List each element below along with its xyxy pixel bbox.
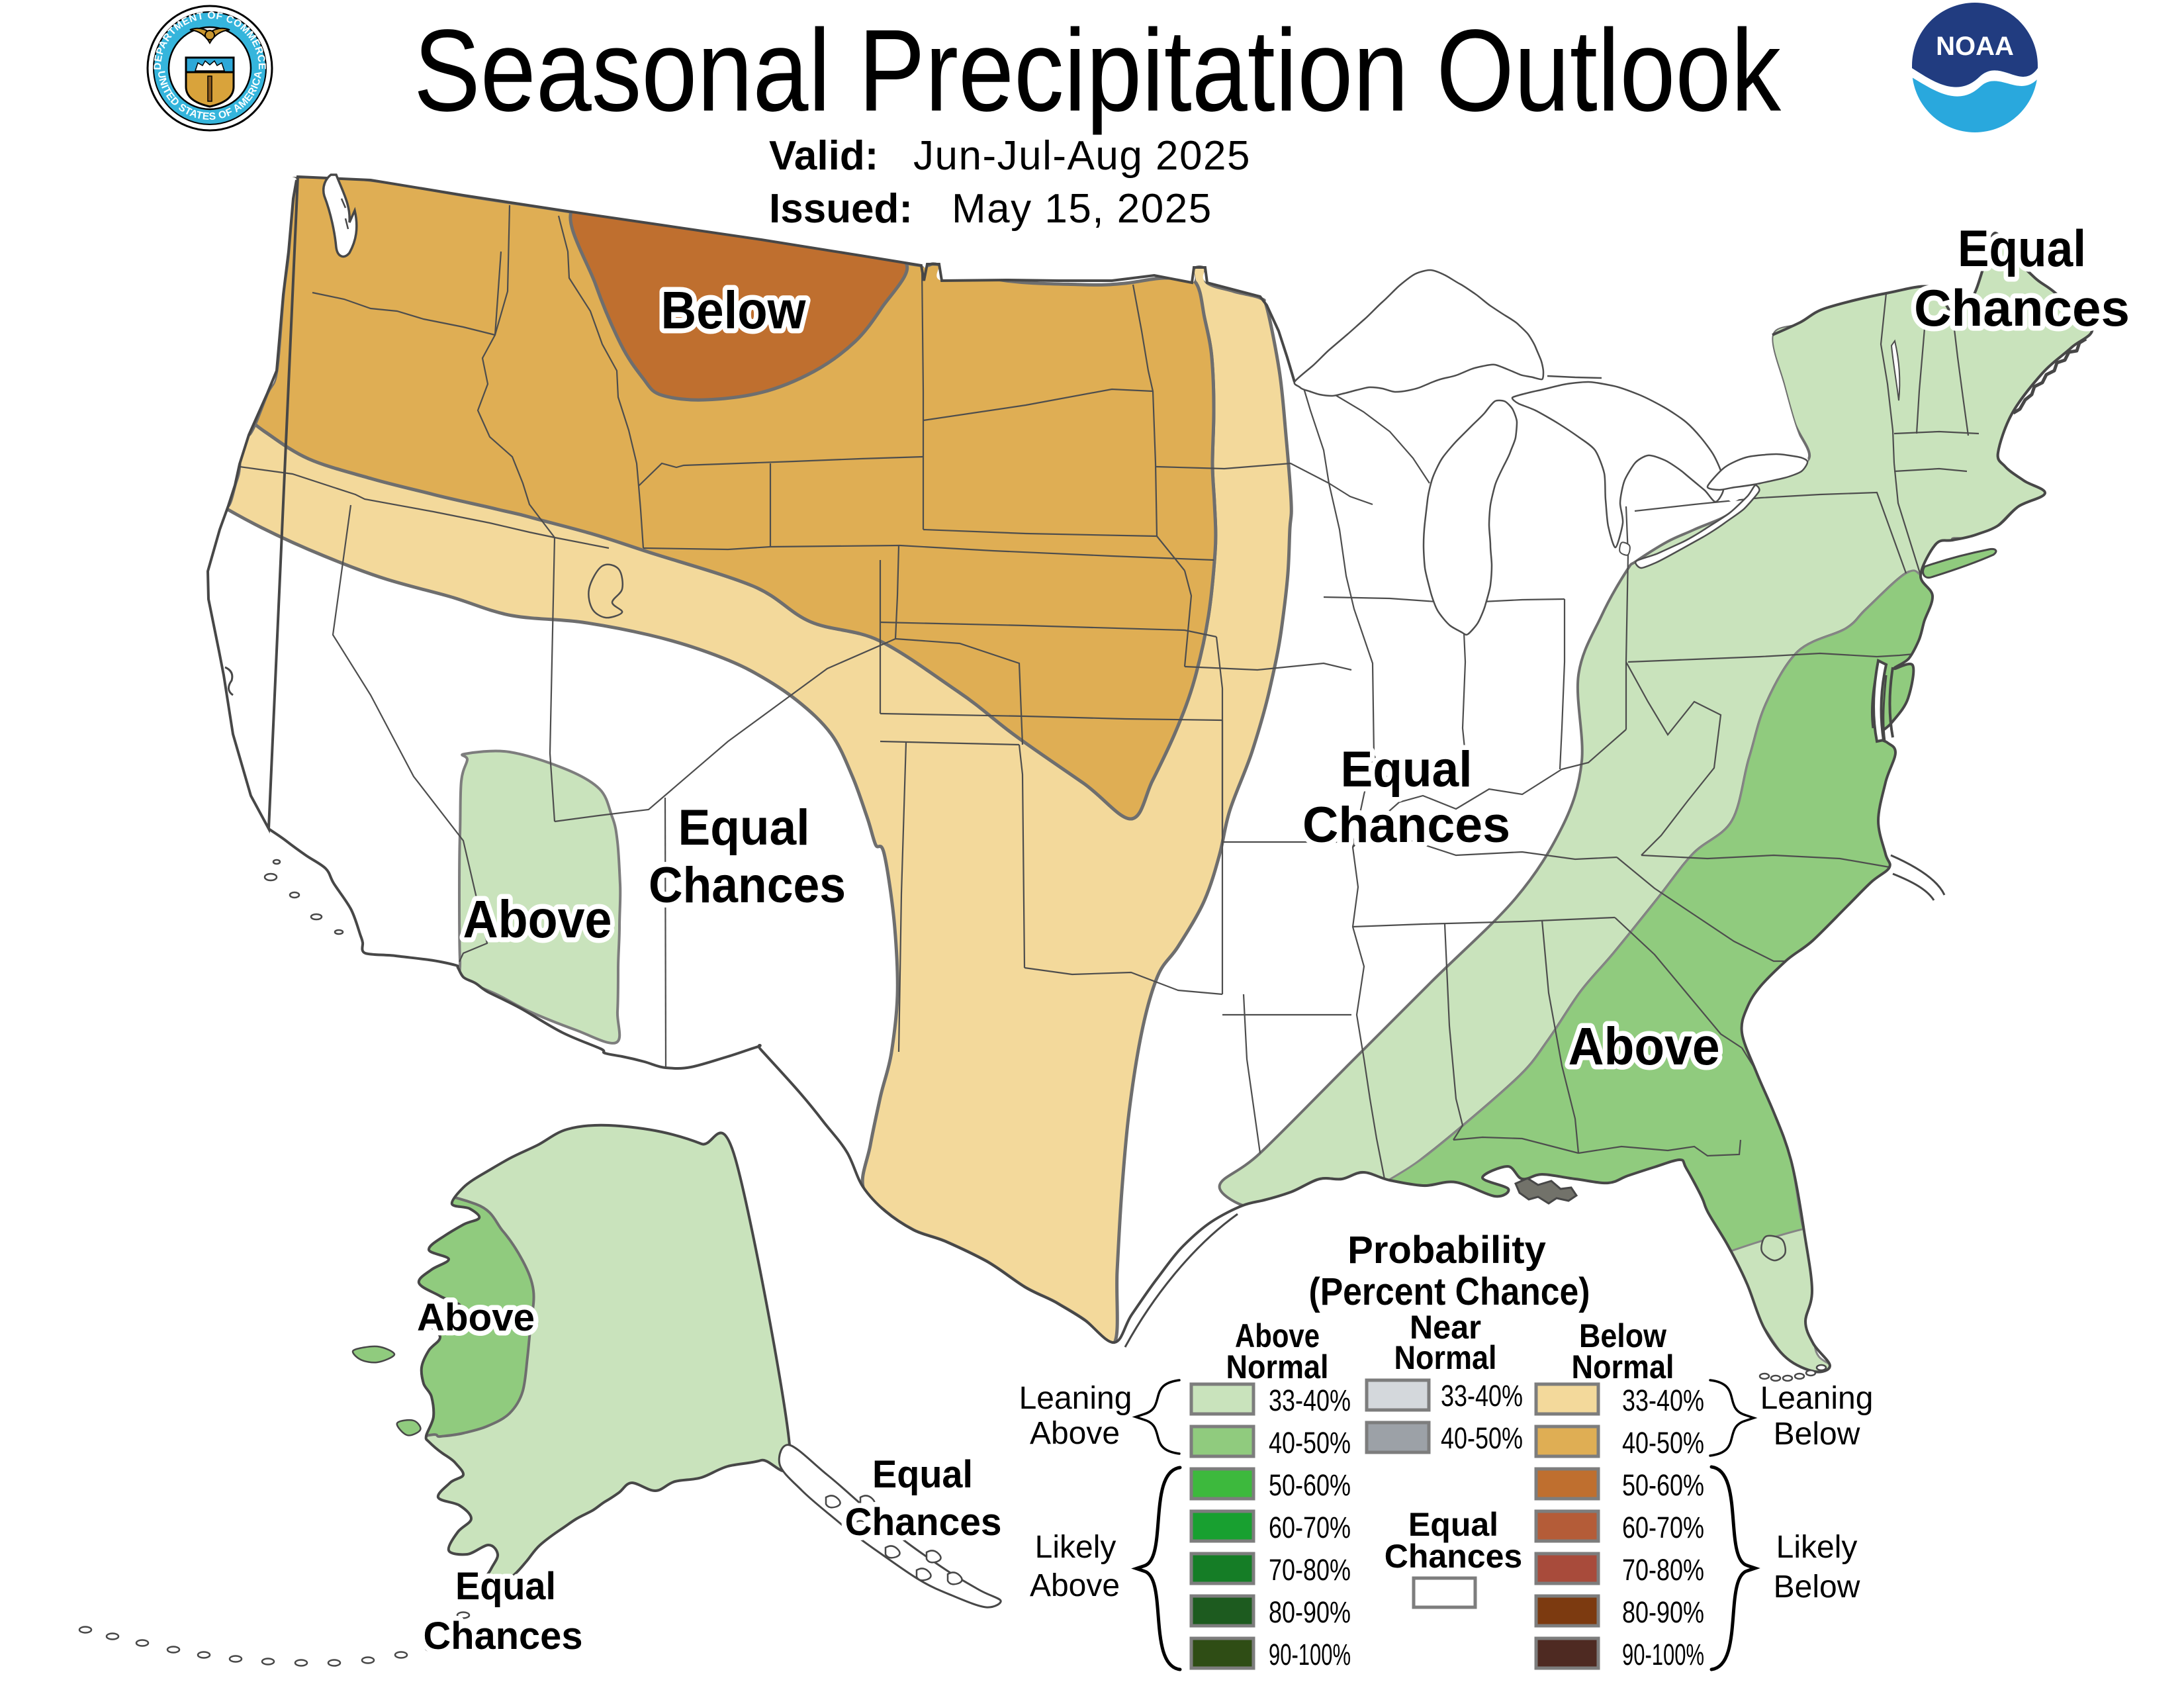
svg-text:Issued:: Issued: <box>769 186 913 232</box>
svg-text:Seasonal Precipitation Outlook: Seasonal Precipitation Outlook <box>414 6 1782 136</box>
svg-text:Chances: Chances <box>1385 1538 1522 1575</box>
svg-text:Equal: Equal <box>872 1453 973 1496</box>
svg-text:Above: Above <box>463 890 612 949</box>
svg-text:Below: Below <box>1774 1570 1860 1605</box>
svg-text:Equal: Equal <box>455 1565 556 1608</box>
svg-text:Leaning: Leaning <box>1760 1381 1874 1416</box>
svg-text:40-50%: 40-50% <box>1269 1426 1351 1460</box>
svg-text:33-40%: 33-40% <box>1622 1383 1704 1417</box>
svg-text:40-50%: 40-50% <box>1441 1421 1523 1455</box>
svg-text:Above: Above <box>1030 1568 1120 1603</box>
svg-text:NOAA: NOAA <box>1936 32 2014 61</box>
svg-text:Chances: Chances <box>1914 279 2130 337</box>
svg-text:Below: Below <box>1579 1317 1666 1354</box>
svg-text:40-50%: 40-50% <box>1622 1426 1704 1460</box>
svg-text:50-60%: 50-60% <box>1622 1468 1704 1502</box>
svg-text:Above: Above <box>1569 1017 1720 1076</box>
svg-text:Normal: Normal <box>1226 1348 1329 1385</box>
svg-text:80-90%: 80-90% <box>1622 1595 1704 1629</box>
svg-text:Below: Below <box>661 281 807 340</box>
svg-text:Probability: Probability <box>1347 1229 1546 1272</box>
svg-text:Likely: Likely <box>1776 1530 1858 1565</box>
svg-text:Chances: Chances <box>1302 797 1510 853</box>
svg-text:Leaning: Leaning <box>1019 1381 1132 1416</box>
svg-text:Chances: Chances <box>649 857 846 914</box>
svg-text:Likely: Likely <box>1035 1530 1116 1565</box>
svg-text:Normal: Normal <box>1394 1339 1497 1376</box>
svg-text:Equal: Equal <box>1408 1506 1498 1543</box>
svg-text:33-40%: 33-40% <box>1269 1383 1351 1417</box>
svg-text:Jun-Jul-Aug 2025: Jun-Jul-Aug 2025 <box>913 133 1251 179</box>
svg-text:80-90%: 80-90% <box>1269 1595 1351 1629</box>
svg-text:Chances: Chances <box>424 1615 583 1658</box>
svg-text:90-100%: 90-100% <box>1269 1638 1351 1671</box>
svg-text:Normal: Normal <box>1572 1348 1674 1385</box>
svg-text:70-80%: 70-80% <box>1622 1553 1704 1587</box>
svg-text:90-100%: 90-100% <box>1622 1638 1704 1671</box>
svg-text:50-60%: 50-60% <box>1269 1468 1351 1502</box>
svg-text:Valid:: Valid: <box>769 133 878 179</box>
svg-text:Above: Above <box>1030 1416 1120 1451</box>
svg-text:Equal: Equal <box>1341 741 1473 798</box>
svg-text:May 15, 2025: May 15, 2025 <box>952 186 1212 232</box>
svg-text:(Percent Chance): (Percent Chance) <box>1309 1270 1590 1313</box>
svg-text:33-40%: 33-40% <box>1441 1379 1523 1413</box>
svg-text:60-70%: 60-70% <box>1269 1511 1351 1544</box>
svg-text:70-80%: 70-80% <box>1269 1553 1351 1587</box>
svg-text:Near: Near <box>1410 1309 1481 1346</box>
svg-text:Above: Above <box>417 1296 535 1339</box>
svg-text:Equal: Equal <box>1958 219 2086 277</box>
svg-text:Equal: Equal <box>678 800 810 856</box>
svg-text:Above: Above <box>1235 1317 1320 1354</box>
svg-text:Below: Below <box>1774 1417 1860 1452</box>
svg-text:60-70%: 60-70% <box>1622 1511 1704 1544</box>
svg-text:Chances: Chances <box>845 1501 1002 1544</box>
